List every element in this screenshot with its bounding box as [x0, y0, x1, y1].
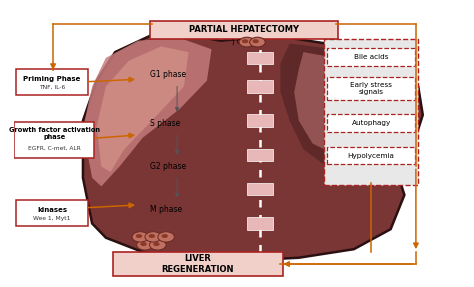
FancyBboxPatch shape [247, 217, 273, 230]
FancyBboxPatch shape [247, 114, 273, 127]
Text: Bile acids: Bile acids [354, 54, 388, 60]
Circle shape [250, 37, 265, 47]
Text: kinases: kinases [37, 207, 67, 213]
FancyBboxPatch shape [113, 252, 283, 276]
Circle shape [239, 37, 255, 47]
Circle shape [137, 240, 153, 250]
Text: Hypolycemia: Hypolycemia [348, 153, 394, 159]
Circle shape [242, 39, 248, 43]
FancyBboxPatch shape [324, 39, 418, 185]
Text: G2 phase: G2 phase [149, 162, 186, 171]
FancyBboxPatch shape [14, 122, 94, 158]
Text: Autophagy: Autophagy [352, 120, 391, 126]
Text: LIVER
REGENERATION: LIVER REGENERATION [162, 255, 234, 274]
Text: Early stress
signals: Early stress signals [350, 82, 392, 95]
FancyBboxPatch shape [327, 147, 415, 164]
FancyBboxPatch shape [327, 77, 415, 100]
Circle shape [136, 234, 142, 238]
Text: PARTIAL HEPATECTOMY: PARTIAL HEPATECTOMY [189, 26, 299, 34]
Circle shape [158, 232, 174, 242]
FancyBboxPatch shape [16, 69, 88, 95]
Text: EGFR, C-met, ALR: EGFR, C-met, ALR [28, 146, 81, 151]
Polygon shape [294, 52, 400, 155]
Polygon shape [83, 38, 211, 186]
FancyBboxPatch shape [327, 49, 415, 66]
FancyBboxPatch shape [247, 80, 273, 93]
Polygon shape [97, 46, 189, 172]
Text: G1 phase: G1 phase [149, 70, 186, 79]
Text: Wee 1, Myt1: Wee 1, Myt1 [33, 216, 71, 221]
Circle shape [145, 232, 162, 242]
Text: Priming Phase: Priming Phase [23, 76, 81, 82]
Circle shape [153, 242, 160, 246]
Circle shape [162, 234, 168, 238]
Circle shape [149, 234, 155, 238]
Polygon shape [281, 44, 418, 172]
Text: Growth factor activation
phase: Growth factor activation phase [9, 127, 100, 140]
Text: ) G0: ) G0 [232, 39, 246, 45]
Polygon shape [83, 35, 423, 261]
FancyBboxPatch shape [247, 149, 273, 161]
FancyBboxPatch shape [149, 21, 338, 39]
Text: S phase: S phase [149, 119, 180, 128]
Circle shape [140, 242, 147, 246]
Circle shape [252, 39, 259, 43]
FancyBboxPatch shape [327, 114, 415, 131]
Text: TNF, IL-6: TNF, IL-6 [39, 84, 65, 90]
Text: M phase: M phase [149, 205, 182, 214]
Circle shape [132, 232, 149, 242]
FancyBboxPatch shape [247, 52, 273, 64]
FancyBboxPatch shape [247, 183, 273, 195]
FancyBboxPatch shape [16, 200, 88, 226]
Circle shape [149, 240, 166, 250]
